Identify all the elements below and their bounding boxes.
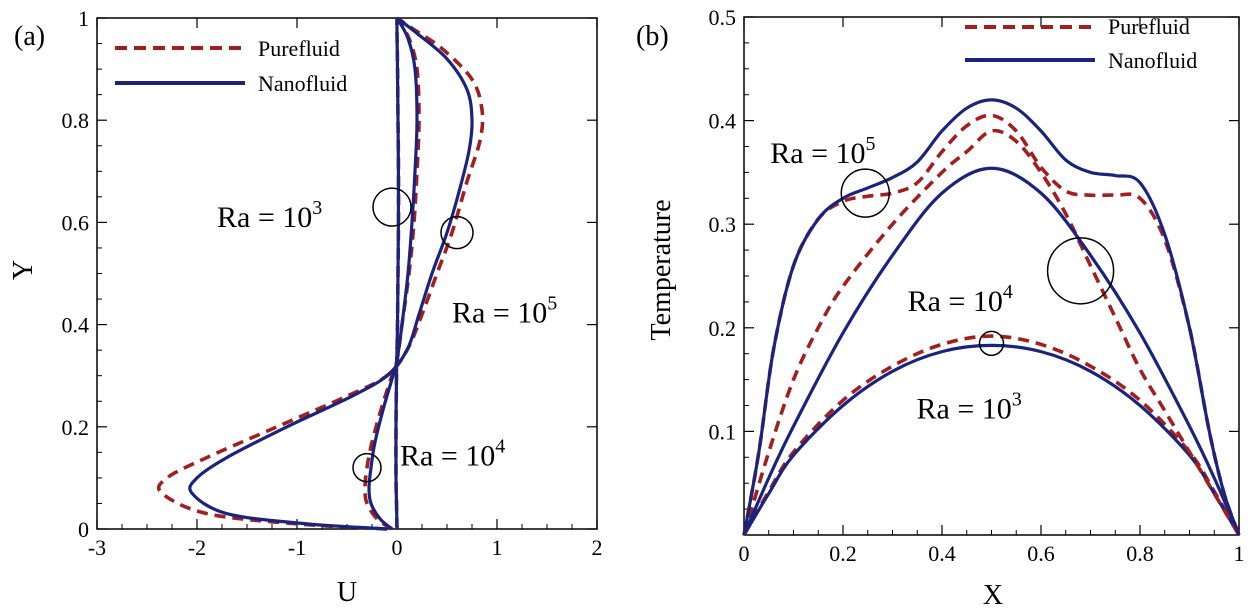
panel-b: 0 0.2 0.4 0.6 0.8 10.10.20.30.40.5 Ra = 105Ra… — [636, 5, 1245, 608]
panel-a-y-label: Y — [8, 260, 39, 280]
panel-b-y-tick-label: 0.4 — [709, 109, 737, 134]
panel-b-y-label: Temperature — [646, 199, 677, 340]
panel-a-annotation-circle — [372, 187, 412, 227]
panel-a-series-nanofluid-ra-1e4 — [367, 17, 419, 531]
panel-a-y-tick-label: 0.8 — [62, 108, 90, 133]
panel-a-label: (a) — [14, 21, 45, 52]
panel-a-x-label: U — [337, 577, 357, 608]
panel-b-x-tick-label: 1 — [1234, 541, 1245, 566]
panel-b-annotation-circle — [978, 330, 1005, 357]
panel-a-y-tick-label: 0.4 — [62, 313, 90, 338]
panel-b-annotation-base: Ra = 10 — [917, 392, 1012, 425]
panel-a-y-tick-label: 1 — [78, 6, 89, 31]
panel-b-y-tick-label: 0.2 — [709, 316, 737, 341]
panel-b-y-tick-label: 0.5 — [709, 5, 737, 30]
panel-b-ticks: 0 0.2 0.4 0.6 0.8 1 0.1 0.2 0.3 0.4 0.5 — [709, 5, 1245, 566]
panel-b-x-label: X — [983, 580, 1003, 608]
panel-b-legend-nano-label: Nanofluid — [1108, 48, 1197, 73]
panel-b-x-tick-label: 0.2 — [829, 541, 857, 566]
panel-b-annotation-exponent: 3 — [1012, 388, 1022, 410]
panel-b-x-tick-label: 0.6 — [1027, 541, 1055, 566]
panel-b-series-purefluid-ra-1e4 — [742, 128, 1241, 536]
panel-b-x-tick-label: 0 — [739, 541, 750, 566]
panel-b-label: (b) — [636, 21, 669, 52]
panel-a-y-tick-label: 0 — [78, 517, 89, 542]
panel-b-annotation-circle — [840, 168, 891, 218]
panel-b-annotation-label: Ra = 103 — [917, 388, 1022, 425]
panel-a-series-nanofluid-ra-1e5 — [188, 16, 474, 531]
panel-a-annotation-exponent: 5 — [547, 293, 557, 315]
panel-a-annotation-exponent: 3 — [312, 197, 322, 219]
panel-a-y-tick-label: 0.2 — [62, 415, 90, 440]
panel-b-y-tick-label: 0.1 — [709, 419, 737, 444]
panel-b-annotation-exponent: 5 — [866, 133, 876, 155]
panel-b-y-tick-label: 0.3 — [709, 212, 737, 237]
panel-a-x-tick-label: 2 — [592, 535, 603, 560]
panel-b-annotation-label: Ra = 104 — [908, 281, 1013, 318]
panel-b-series-nanofluid-ra-1e5 — [742, 98, 1241, 536]
panel-a-legend-nano-label: Nanofluid — [258, 71, 347, 96]
panel-a-annotation-circle — [352, 452, 382, 483]
panel-a-annotation-label: Ra = 103 — [217, 197, 322, 234]
panel-b-series — [742, 98, 1241, 536]
panel-a-annotation-base: Ra = 10 — [400, 440, 495, 473]
panel-b-series-purefluid-ra-1e3 — [742, 334, 1241, 536]
panel-a-x-tick-label: -3 — [88, 535, 106, 560]
panel-a-annotation-circle — [440, 215, 474, 250]
panel-b-annotation-exponent: 4 — [1003, 281, 1013, 303]
panel-b-x-tick-label: 0.8 — [1126, 541, 1154, 566]
panel-a-series-nanofluid-ra-1e3 — [394, 17, 401, 530]
panel-a-legend-pure-label: Purefluid — [258, 36, 340, 61]
panel-a-x-tick-label: -1 — [288, 535, 306, 560]
panel-b-frame — [743, 16, 1240, 536]
panel-b-series-nanofluid-ra-1e3 — [742, 343, 1241, 536]
panel-b-annotation-label: Ra = 105 — [770, 133, 875, 170]
panel-a-x-tick-label: -2 — [188, 535, 206, 560]
panel-a-annotation-base: Ra = 10 — [217, 201, 312, 234]
panel-b-series-nanofluid-ra-1e4 — [742, 166, 1241, 536]
panel-a-series — [156, 16, 485, 531]
panel-a-annotation-exponent: 4 — [495, 436, 505, 458]
panel-a-annotation-label: Ra = 104 — [400, 436, 505, 473]
panel-a-x-tick-label: 1 — [492, 535, 503, 560]
panel-b-annotation-base: Ra = 10 — [770, 137, 865, 170]
panel-a-y-tick-label: 0.6 — [62, 210, 90, 235]
panel-b-legend: Purefluid Nanofluid — [965, 14, 1197, 73]
panel-a-x-tick-label: 0 — [392, 535, 403, 560]
panel-b-annotation-base: Ra = 10 — [908, 285, 1003, 318]
panel-b-x-tick-label: 0.4 — [928, 541, 956, 566]
panel-a-annotation-label: Ra = 105 — [452, 293, 557, 330]
panel-a-legend: Purefluid Nanofluid — [115, 36, 347, 96]
panel-b-annotation-circle — [1046, 237, 1115, 305]
panel-a-annotation-base: Ra = 10 — [452, 297, 547, 330]
panel-b-legend-pure-label: Purefluid — [1108, 14, 1190, 39]
